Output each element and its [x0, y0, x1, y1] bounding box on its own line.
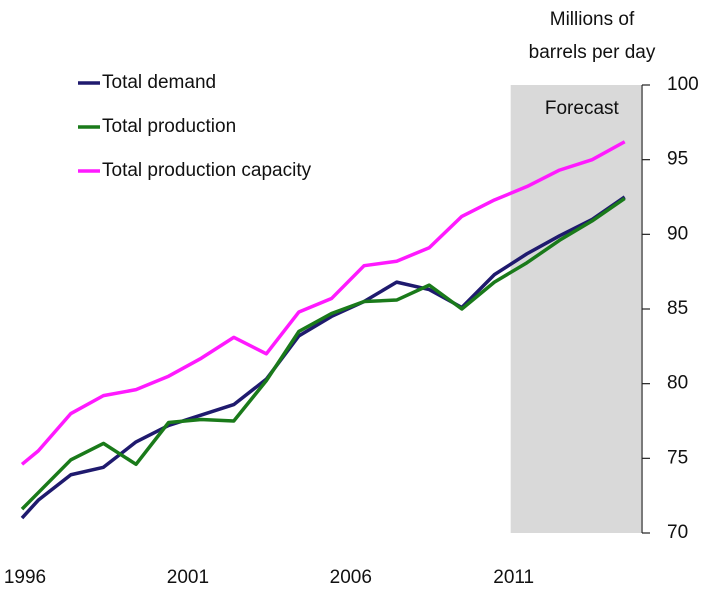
- y-axis-label: Millions of: [550, 9, 635, 30]
- data-line: [20, 195, 626, 520]
- x-tick-label: 1996: [4, 567, 46, 588]
- legend-label: Total production: [102, 116, 236, 137]
- y-axis-label: barrels per day: [529, 42, 656, 63]
- x-tick-label: 2001: [167, 567, 209, 588]
- y-tick-label: 95: [667, 149, 688, 170]
- forecast-label: Forecast: [545, 98, 620, 119]
- y-tick-label: 80: [667, 373, 688, 394]
- y-tick-label: 70: [667, 522, 688, 543]
- x-tick-label: 2006: [330, 567, 372, 588]
- legend-label: Total demand: [102, 72, 216, 93]
- y-tick-label: 100: [667, 74, 699, 95]
- y-tick-label: 90: [667, 223, 688, 244]
- x-tick-label: 2011: [493, 567, 534, 588]
- legend-label: Total production capacity: [102, 160, 312, 181]
- forecast-band: [510, 85, 641, 533]
- data-line: [20, 197, 626, 511]
- y-tick-label: 85: [667, 298, 688, 319]
- y-tick-label: 75: [667, 447, 688, 468]
- data-line: [20, 140, 626, 466]
